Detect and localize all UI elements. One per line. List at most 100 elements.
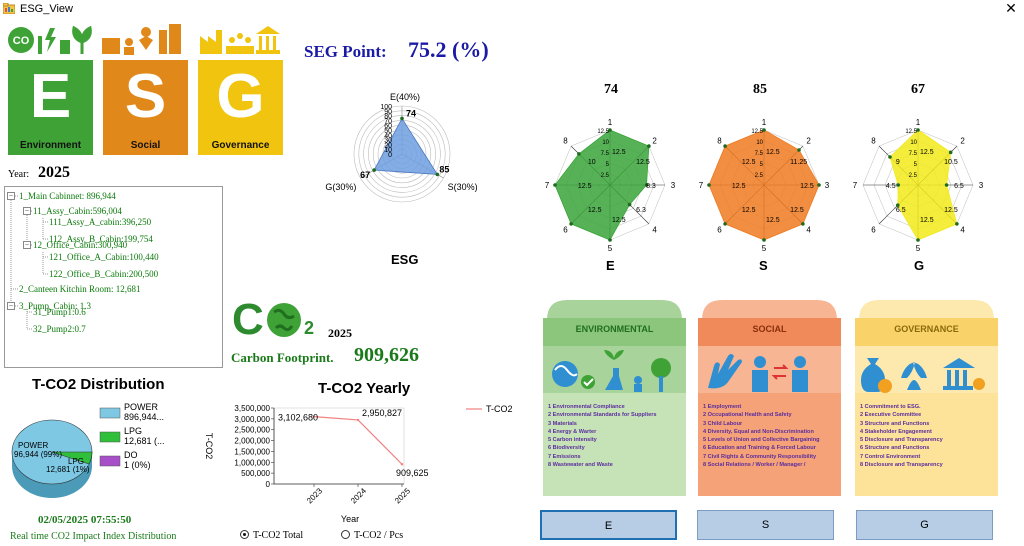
tree-node[interactable]: 2_Canteen Kitchin Room: 12,681 <box>19 284 141 294</box>
series-line <box>313 416 403 465</box>
tree-collapse-toggle[interactable]: − <box>23 206 31 215</box>
data-point <box>312 415 316 418</box>
radar-value-label: 12.5 <box>612 217 626 224</box>
radar-value-label: 12.5 <box>766 149 780 156</box>
tree-node[interactable]: 12_Office_Cabin:300,940 <box>33 240 128 250</box>
logo-s-caption: Social <box>130 140 161 151</box>
radar-point <box>627 202 632 207</box>
radar-axis-label: 2 <box>652 136 657 145</box>
radar-tick-label: 80 <box>384 114 392 121</box>
data-label: 3,102,680 <box>278 413 318 423</box>
radar-value-label: 12.5 <box>732 183 746 190</box>
g-button[interactable]: G <box>856 510 993 540</box>
list-item: 1 Employment <box>703 404 742 410</box>
radar-axis-label: 6 <box>563 226 568 235</box>
legend-name-power: POWER <box>124 402 159 412</box>
tree-node[interactable]: 1_Main Cabinnet: 896,944 <box>19 191 116 201</box>
cabinet-tree[interactable]: − − − − 1_Main Cabinnet: 896,944 11_Assy… <box>4 186 223 368</box>
s-radar-chart: 12.511.2512.512.512.512.512.512.512.5107… <box>699 118 830 253</box>
tree-collapse-toggle[interactable]: − <box>7 301 15 310</box>
radio-per-pcs[interactable]: T-CO2 / Pcs <box>341 530 403 541</box>
radar-point <box>896 183 900 187</box>
list-item: 2 Executive Committee <box>860 412 922 419</box>
governance-card: GOVERNANCE 1 Commitment to ESG. 2 Execut… <box>855 298 998 498</box>
radio-total-label: T-CO2 Total <box>253 530 304 541</box>
logo-e-caption: Environment <box>19 140 82 151</box>
tree-node[interactable]: 31_Pump1:0.6 <box>33 307 86 317</box>
radio-indicator[interactable] <box>341 530 350 539</box>
tree-node[interactable]: 3_Pump_Cabin: 1.3 <box>19 301 92 311</box>
radar-point <box>723 144 727 148</box>
radar-point <box>400 116 404 121</box>
radar-point <box>577 152 581 156</box>
tree-node[interactable]: 32_Pump2:0.7 <box>33 324 86 334</box>
radar-value-label: 11.25 <box>790 159 807 166</box>
y-tick-label: 1,500,000 <box>234 447 270 456</box>
radar-point <box>797 148 801 152</box>
s-score: 85 <box>753 82 767 97</box>
list-item: 7 Control Environment <box>860 453 921 460</box>
governance-card-header <box>855 300 998 395</box>
radar-tick-label: 5 <box>914 162 918 168</box>
radar-tick-label: 2.5 <box>755 173 764 179</box>
radar-axis-label: E(40%) <box>390 92 420 102</box>
s-button[interactable]: S <box>697 510 834 540</box>
radar-tick-label: 12.5 <box>905 129 917 135</box>
radar-tick-label: 40 <box>384 133 392 140</box>
social-card-title: SOCIAL <box>752 324 787 334</box>
radar-axis-label: 1 <box>762 118 767 127</box>
legend-swatch-power <box>99 407 121 419</box>
datetime: 02/05/2025 07:55:50 <box>38 514 132 526</box>
radar-tick-label: 12.5 <box>597 129 609 135</box>
radar-point <box>762 128 766 132</box>
legend-name-lpg: LPG <box>124 426 142 436</box>
radar-point <box>723 222 727 226</box>
legend-detail-do: 1 (0%) <box>124 460 151 470</box>
realtime-label: Real time CO2 Impact Index Distribution <box>10 531 177 542</box>
legend-label: T-CO2 <box>486 404 513 414</box>
radar-axis-label: 3 <box>671 181 676 190</box>
environmental-card: ENVIRONMENTAL 1 Environmental Compliance… <box>543 298 686 498</box>
year-label: Year: <box>8 169 30 180</box>
radio-total[interactable]: T-CO2 Total <box>240 530 303 541</box>
radio-per-pcs-label: T-CO2 / Pcs <box>354 530 404 541</box>
radar-value-label: 12.5 <box>920 217 934 224</box>
tree-collapse-toggle[interactable]: − <box>23 240 31 249</box>
pie-label-lpg: LPG <box>68 457 84 466</box>
radar-point <box>944 183 949 187</box>
tree-node[interactable]: 112_Assy_B_Cabin:199,754 <box>49 234 153 244</box>
tree-node[interactable]: 111_Assy_A_cabin:396,250 <box>49 217 152 227</box>
tree-collapse-toggle[interactable]: − <box>7 191 15 200</box>
esg-logo-icons: CO <box>8 24 280 55</box>
radio-indicator-checked[interactable] <box>240 530 249 539</box>
tree-node[interactable]: 11_Assy_Cabin:596,004 <box>33 206 122 216</box>
radar-axis-label: 7 <box>699 181 704 190</box>
e-button[interactable]: E <box>540 510 677 540</box>
list-item: 1 Commitment to ESG. <box>860 404 921 410</box>
app-icon <box>3 3 15 14</box>
radar-value-label: 6.5 <box>954 183 964 190</box>
tree-node[interactable]: 121_Office_A_Cabin:100,440 <box>49 252 159 262</box>
list-item: 8 Wastewater and Waste <box>548 462 613 469</box>
data-point <box>400 463 404 466</box>
social-card-header <box>698 300 841 395</box>
radar-value-label: 12.5 <box>944 207 958 214</box>
radar-tick-label: 7.5 <box>755 151 764 157</box>
radar-value-label: 8.3 <box>646 183 656 190</box>
radar-axis-label: S(30%) <box>448 182 478 192</box>
close-button[interactable]: ✕ <box>1005 0 1017 16</box>
yearly-title: T-CO2 Yearly <box>318 380 411 397</box>
environmental-card-list: 1 Environmental Compliance 2 Environment… <box>543 393 686 496</box>
radar-axis-label: 4 <box>806 226 811 235</box>
radar-axis-label: 1 <box>916 118 921 127</box>
distribution-title: T-CO2 Distribution <box>32 376 165 393</box>
radar-tick-label: 0 <box>388 152 392 159</box>
co2-year: 2025 <box>328 326 352 340</box>
radar-axis-label: 3 <box>979 181 984 190</box>
list-item: 8 Disclosure and Transparency <box>860 462 943 469</box>
radar-tick-label: 7.5 <box>909 151 918 157</box>
tree-node[interactable]: 122_Office_B_Cabin:200,500 <box>49 269 159 279</box>
list-item: 2 Environmental Standards for Suppliers <box>548 412 657 419</box>
radar-tick-label: 10 <box>910 140 917 146</box>
radar-value-label: 6.5 <box>896 207 906 214</box>
